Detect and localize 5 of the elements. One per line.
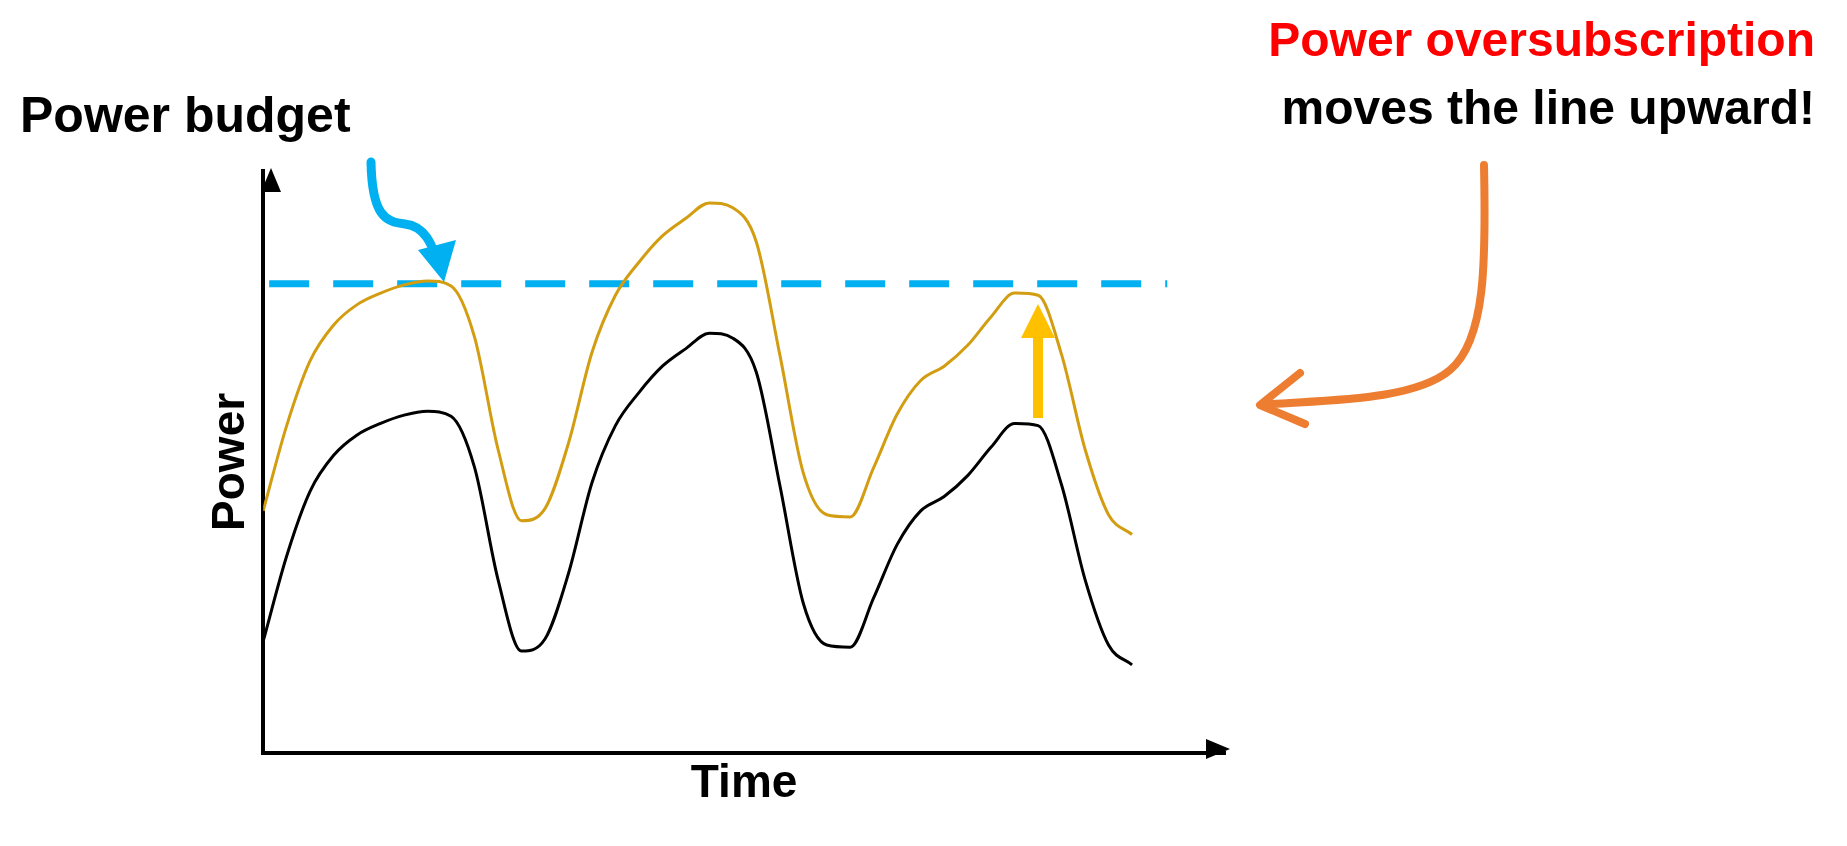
- text: moves the line upward!: [1280, 80, 1815, 136]
- text: Power oversubscription: [1268, 12, 1815, 68]
- ref-line-label: Power budget: [20, 86, 351, 144]
- x-axis-title: Time: [690, 755, 798, 808]
- y-axis-title: Power: [202, 392, 255, 531]
